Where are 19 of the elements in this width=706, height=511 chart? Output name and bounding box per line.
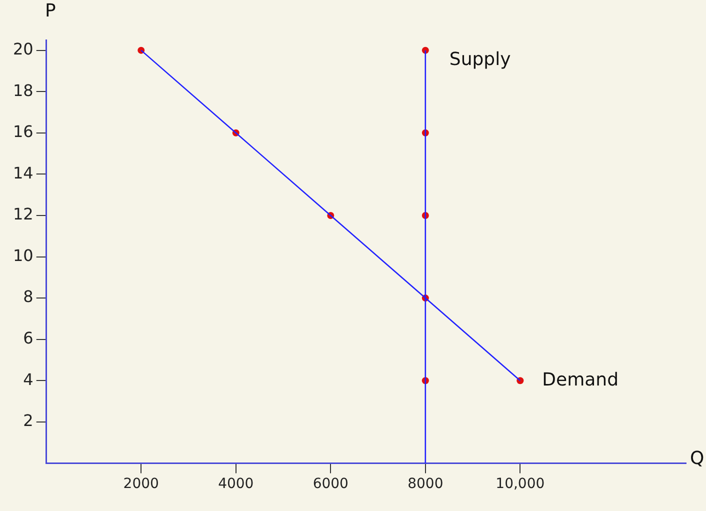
y-tick-label: 2 (23, 411, 34, 430)
y-tick-label: 18 (13, 80, 34, 100)
y-tick-label: 4 (23, 370, 34, 389)
x-axis-title: Q (690, 448, 704, 469)
x-tick-label: 10,000 (496, 476, 545, 492)
series-label: Demand (542, 369, 619, 390)
y-tick-label: 10 (13, 246, 34, 265)
y-tick-label: 8 (23, 287, 34, 306)
x-tick-label: 2000 (123, 476, 159, 492)
y-tick-label: 12 (13, 204, 34, 224)
y-axis-title: P (44, 0, 56, 22)
y-tick-label: 14 (13, 163, 34, 182)
y-tick-label: 20 (13, 39, 34, 58)
y-tick-label: 6 (23, 328, 34, 348)
series-label: Supply (449, 48, 512, 70)
x-tick-label: 4000 (218, 476, 254, 492)
y-tick-label: 16 (13, 122, 34, 142)
x-tick-label: 8000 (408, 476, 444, 492)
x-tick-label: 6000 (312, 476, 348, 492)
